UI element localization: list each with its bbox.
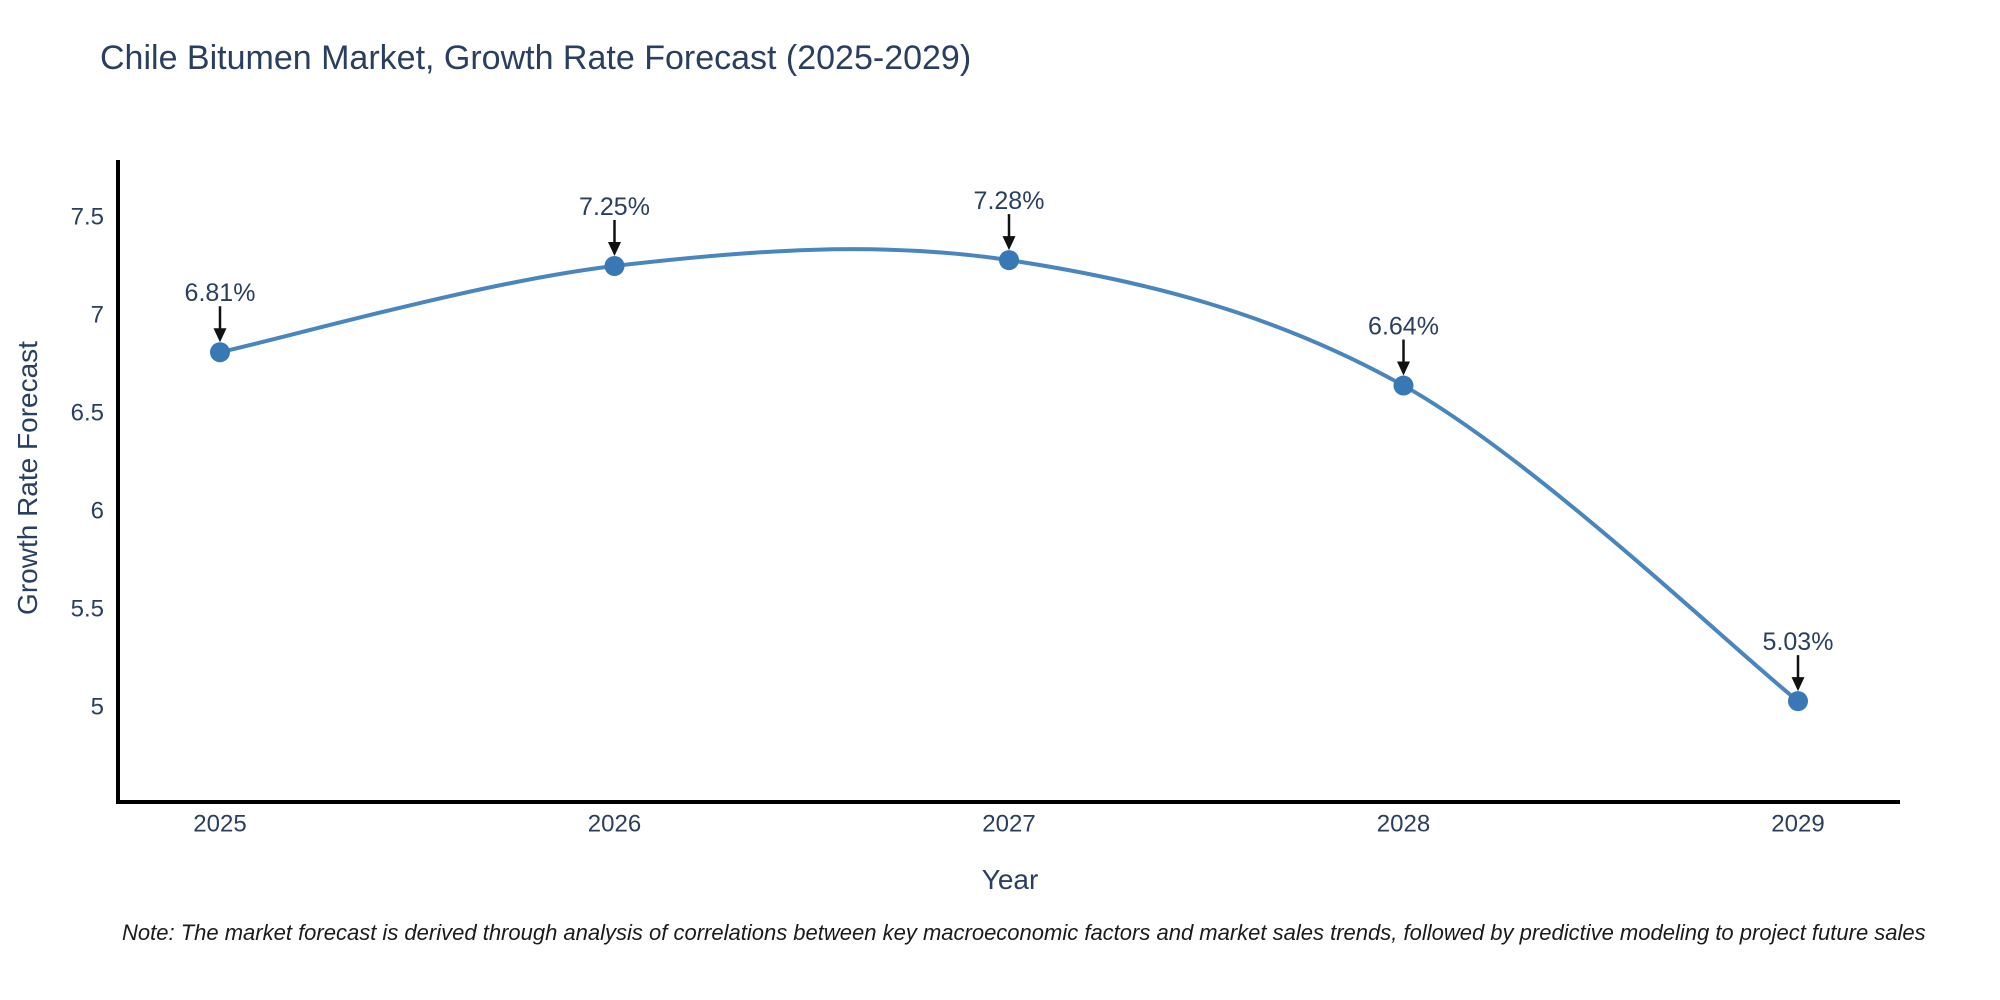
y-tick-label: 5 [91,694,104,721]
x-tick-label: 2027 [982,811,1035,838]
chart-title: Chile Bitumen Market, Growth Rate Foreca… [100,39,972,77]
x-tick-label: 2026 [588,811,641,838]
x-tick-label: 2029 [1771,811,1824,838]
point-value-label: 7.28% [974,187,1045,215]
forecast-line [218,247,1800,704]
x-tick-label: 2028 [1377,811,1430,838]
point-value-label: 6.64% [1368,313,1439,341]
point-value-label: 7.25% [579,193,650,221]
data-point-2026[interactable] [604,256,625,276]
annotation-arrowhead-icon [608,242,621,256]
point-value-label: 5.03% [1763,628,1834,656]
annotation-arrowhead-icon [1397,361,1410,376]
footnote: Note: The market forecast is derived thr… [122,920,1926,945]
annotation-arrowhead-icon [1002,236,1016,251]
point-value-label: 6.81% [185,279,256,307]
data-point-2028[interactable] [1393,375,1414,396]
data-point-2029[interactable] [1788,691,1808,712]
data-point-2027[interactable] [999,250,1019,271]
annotation-arrowhead-icon [213,328,227,343]
y-tick-label: 7 [91,302,104,329]
y-tick-label: 5.5 [71,596,104,623]
data-point-2025[interactable] [210,342,230,363]
annotation-arrowhead-icon [1791,677,1805,692]
y-tick-label: 7.5 [71,204,104,231]
x-axis-title: Year [981,864,1039,895]
y-tick-label: 6.5 [71,400,104,427]
y-tick-label: 6 [91,498,104,525]
x-tick-label: 2025 [193,811,246,838]
